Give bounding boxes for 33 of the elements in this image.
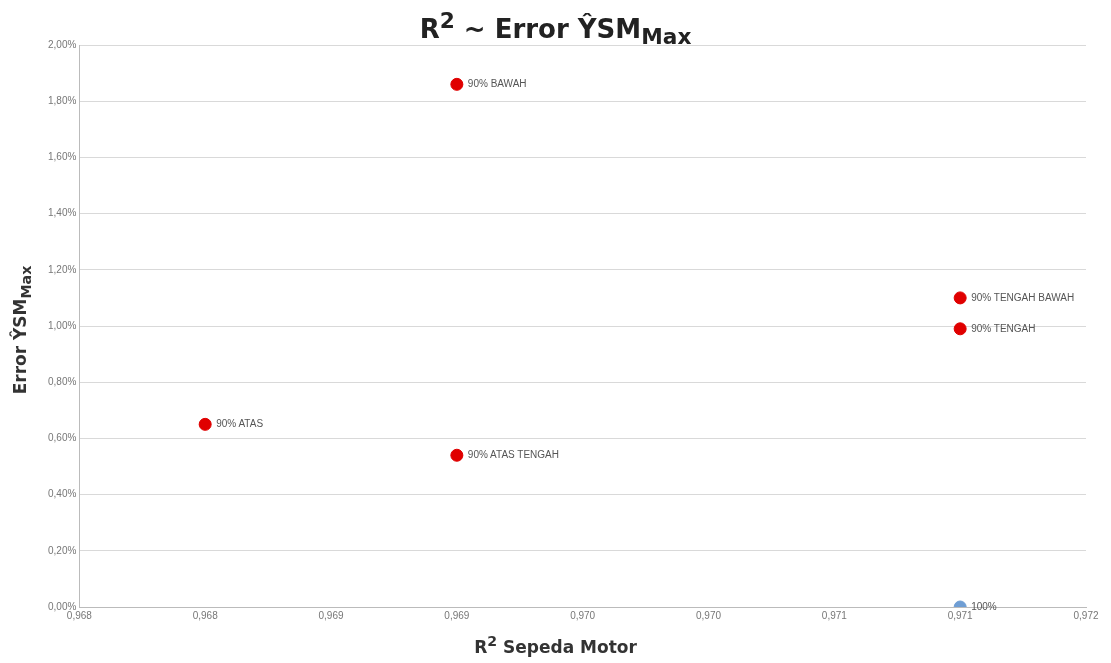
point (450, 77, 464, 91)
y-tick-label: 0,80% (48, 375, 77, 387)
point (450, 448, 464, 462)
y-tick-label: 0,00% (48, 600, 77, 612)
x-tick-label: 0,970 (570, 609, 596, 621)
point (953, 291, 967, 305)
x-tick-label: 0,970 (695, 609, 722, 621)
x-tick-label: 0,972 (1073, 609, 1099, 621)
y-tick-label: 1,80% (48, 94, 77, 106)
x-tick-label: 0,971 (821, 609, 848, 621)
annotation: 90% TENGAH BAWAH (971, 291, 1075, 303)
y-tick-label: 1,60% (48, 151, 77, 163)
y-tick-label: 1,20% (48, 263, 77, 275)
x-axis-title: R$^{2}$ Sepeda Motor (473, 633, 638, 657)
annotation: 100% (971, 600, 997, 612)
y-tick-label: 0,40% (48, 488, 77, 500)
x-tick-label: 0,969 (318, 609, 344, 621)
y-tick-label: 1,00% (48, 319, 77, 331)
y-tick-label: 1,40% (48, 207, 77, 219)
point (953, 322, 967, 336)
chart-title: R$^{2}$ ~ Error ŶSM$_{Max}$ (419, 8, 692, 49)
x-tick-label: 0,969 (444, 609, 470, 621)
y-tick-label: 0,60% (48, 432, 77, 444)
x-tick-label: 0,971 (947, 609, 974, 621)
y-tick-label: 2,00% (48, 38, 77, 50)
point (198, 417, 212, 431)
annotation: 90% BAWAH (467, 78, 527, 90)
annotation: 90% ATAS TENGAH (467, 449, 559, 461)
x-tick-label: 0,968 (192, 609, 219, 621)
y-tick-label: 0,20% (48, 544, 77, 556)
x-tick-label: 0,968 (66, 609, 93, 621)
annotation: 90% ATAS (216, 418, 264, 430)
annotation: 90% TENGAH (971, 322, 1036, 334)
